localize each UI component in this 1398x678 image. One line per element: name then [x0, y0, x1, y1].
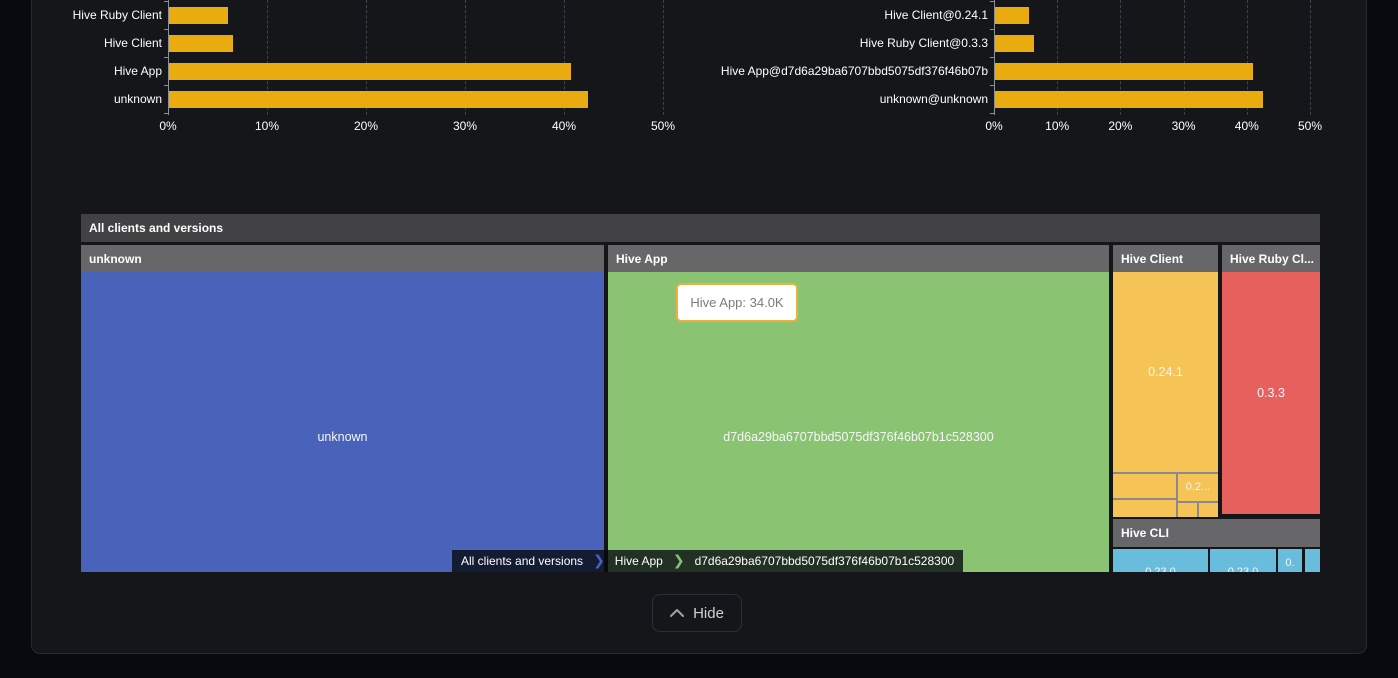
bar-hive-ruby-client-0-3-3[interactable]: [995, 35, 1035, 52]
cell-unknown-label: unknown: [317, 430, 368, 444]
cell-hive-cli-0-23-0-b-label: 0.23.0: [1227, 566, 1259, 572]
gridline: [564, 0, 565, 115]
breadcrumb-chevron-icon: ❯: [671, 550, 686, 572]
bar-hive-ruby-client[interactable]: [169, 7, 229, 24]
section-header-hive-ruby[interactable]: Hive Ruby Cl...: [1222, 245, 1320, 272]
cell-hive-cli-sub[interactable]: [1305, 549, 1320, 572]
x-tick-label: 40%: [1234, 119, 1259, 133]
treemap-panel: All clients and versions unknown Hive App H…: [81, 214, 1320, 572]
x-tick-label: 10%: [254, 119, 280, 133]
bar-hive-app[interactable]: [169, 63, 571, 80]
cell-hive-ruby-0-3-3-label: 0.3.3: [1257, 386, 1285, 400]
breadcrumb-item-all-clients-and-versions[interactable]: All clients and versions: [452, 550, 593, 572]
x-tick-label: 20%: [353, 119, 379, 133]
x-tick-label: 30%: [452, 119, 478, 133]
axis-tick: [164, 29, 168, 30]
x-tick-label: 20%: [1108, 119, 1133, 133]
chevron-up-icon: [670, 609, 685, 617]
breadcrumb-chevron-icon: ❯: [592, 550, 606, 572]
cell-hive-app-hash-label: d7d6a29ba6707bbd5075df376f46b07b1c528300: [723, 430, 994, 444]
cell-hive-ruby-0-3-3[interactable]: 0.3.3: [1222, 272, 1320, 514]
cell-hive-cli-0-23-0-a-label: 0.23.0: [1145, 566, 1176, 572]
bar-hive-client[interactable]: [169, 35, 234, 52]
cell-hive-cli-0-label: 0.: [1285, 557, 1295, 569]
bar-hive-client-0-24-1[interactable]: [995, 7, 1030, 24]
axis-tick: [990, 57, 994, 58]
cell-hive-client-sub-b[interactable]: [1113, 500, 1176, 517]
gridline: [366, 0, 367, 115]
axis-tick: [990, 29, 994, 30]
category-label-unknown: unknown: [113, 92, 162, 106]
axis-tick: [990, 1, 994, 2]
gridline: [1057, 0, 1059, 115]
section-header-hive-client[interactable]: Hive Client: [1113, 245, 1218, 272]
section-header-hive-cli[interactable]: Hive CLI: [1113, 519, 1320, 547]
gridline: [663, 0, 664, 115]
x-tick-label: 0%: [159, 119, 177, 133]
category-label-hive-app-d7d6a29ba6707bbd5075df376f46b07b: Hive App@d7d6a29ba6707bbd5075df376f46b07…: [720, 64, 988, 78]
treemap-tooltip: Hive App: 34.0K: [676, 283, 798, 322]
category-label-hive-client-0-24-1: Hive Client@0.24.1: [884, 8, 988, 22]
breadcrumb-item-hive-app[interactable]: Hive App: [605, 550, 672, 572]
x-tick-label: 40%: [551, 119, 577, 133]
axis-tick: [164, 113, 168, 114]
category-label-hive-app: Hive App: [113, 64, 162, 78]
breadcrumb-item-d7d6a29ba6707bbd5075df376f46b0[interactable]: d7d6a29ba6707bbd5075df376f46b07b1c528300: [685, 550, 964, 572]
bar-hive-app-d7d6a29ba6707bbd5075df376f46b07b[interactable]: [995, 63, 1253, 80]
x-tick-label: 0%: [985, 119, 1003, 133]
tooltip-text: Hive App: 34.0K: [690, 295, 784, 310]
axis-tick: [164, 57, 168, 58]
section-header-hive-app[interactable]: Hive App: [608, 245, 1109, 272]
axis-tick: [164, 1, 168, 2]
x-tick-label: 10%: [1045, 119, 1070, 133]
client-versions-bar-chart: 0% 10% 20% 30% 40% 50% Hive Client@0.24.1 Hive …: [700, 0, 1340, 140]
cell-hive-client-0-2[interactable]: 0.2...: [1178, 474, 1218, 501]
category-label-hive-client: Hive Client: [103, 36, 162, 50]
cell-hive-client-0-2-label: 0.2...: [1185, 481, 1211, 493]
hide-button[interactable]: Hide: [652, 594, 742, 632]
bar-unknown[interactable]: [169, 91, 588, 108]
hide-button-label: Hide: [693, 604, 724, 622]
category-label-hive-ruby-client: Hive Ruby Client: [72, 8, 162, 22]
x-tick-label: 50%: [1297, 119, 1323, 133]
gridline: [465, 0, 466, 115]
cell-hive-client-sub-c[interactable]: [1178, 503, 1197, 517]
cell-hive-cli-0-23-0-b[interactable]: 0.23.0: [1210, 549, 1276, 572]
x-tick-label: 30%: [1171, 119, 1196, 133]
clients-bar-chart: 0% 10% 20% 30% 40% 50% Hive Ruby Client Hive Cl…: [30, 0, 690, 140]
axis-tick: [990, 113, 994, 114]
cell-hive-cli-0-23-0-a[interactable]: 0.23.0: [1113, 549, 1208, 572]
gridline: [1183, 0, 1185, 115]
y-axis: [168, 0, 169, 115]
bar-unknown-unknown[interactable]: [995, 91, 1263, 108]
cell-hive-client-0-24-1-label: 0.24.1: [1148, 365, 1183, 379]
treemap-breadcrumb: All clients and versions ❯ Hive App ❯ d7d6a2…: [452, 550, 964, 572]
cell-hive-client-sub-d[interactable]: [1199, 503, 1218, 517]
axis-tick: [990, 85, 994, 86]
treemap-title[interactable]: All clients and versions: [81, 214, 1320, 242]
section-header-unknown[interactable]: unknown: [81, 245, 604, 272]
y-axis: [994, 0, 995, 115]
cell-unknown[interactable]: unknown: [81, 272, 604, 572]
gridline: [1246, 0, 1248, 115]
cell-hive-app-hash[interactable]: d7d6a29ba6707bbd5075df376f46b07b1c528300: [608, 272, 1109, 572]
cell-hive-cli-0[interactable]: 0.: [1278, 549, 1302, 572]
gridline: [267, 0, 268, 115]
gridline: [1120, 0, 1122, 115]
cell-hive-client-0-24-1[interactable]: 0.24.1: [1113, 272, 1218, 472]
axis-tick: [164, 85, 168, 86]
category-label-unknown-unknown: unknown@unknown: [879, 92, 988, 106]
x-tick-label: 50%: [650, 119, 676, 133]
category-label-hive-ruby-client-0-3-3: Hive Ruby Client@0.3.3: [859, 36, 988, 50]
gridline: [1310, 0, 1311, 115]
cell-hive-client-sub-a[interactable]: [1113, 474, 1176, 498]
